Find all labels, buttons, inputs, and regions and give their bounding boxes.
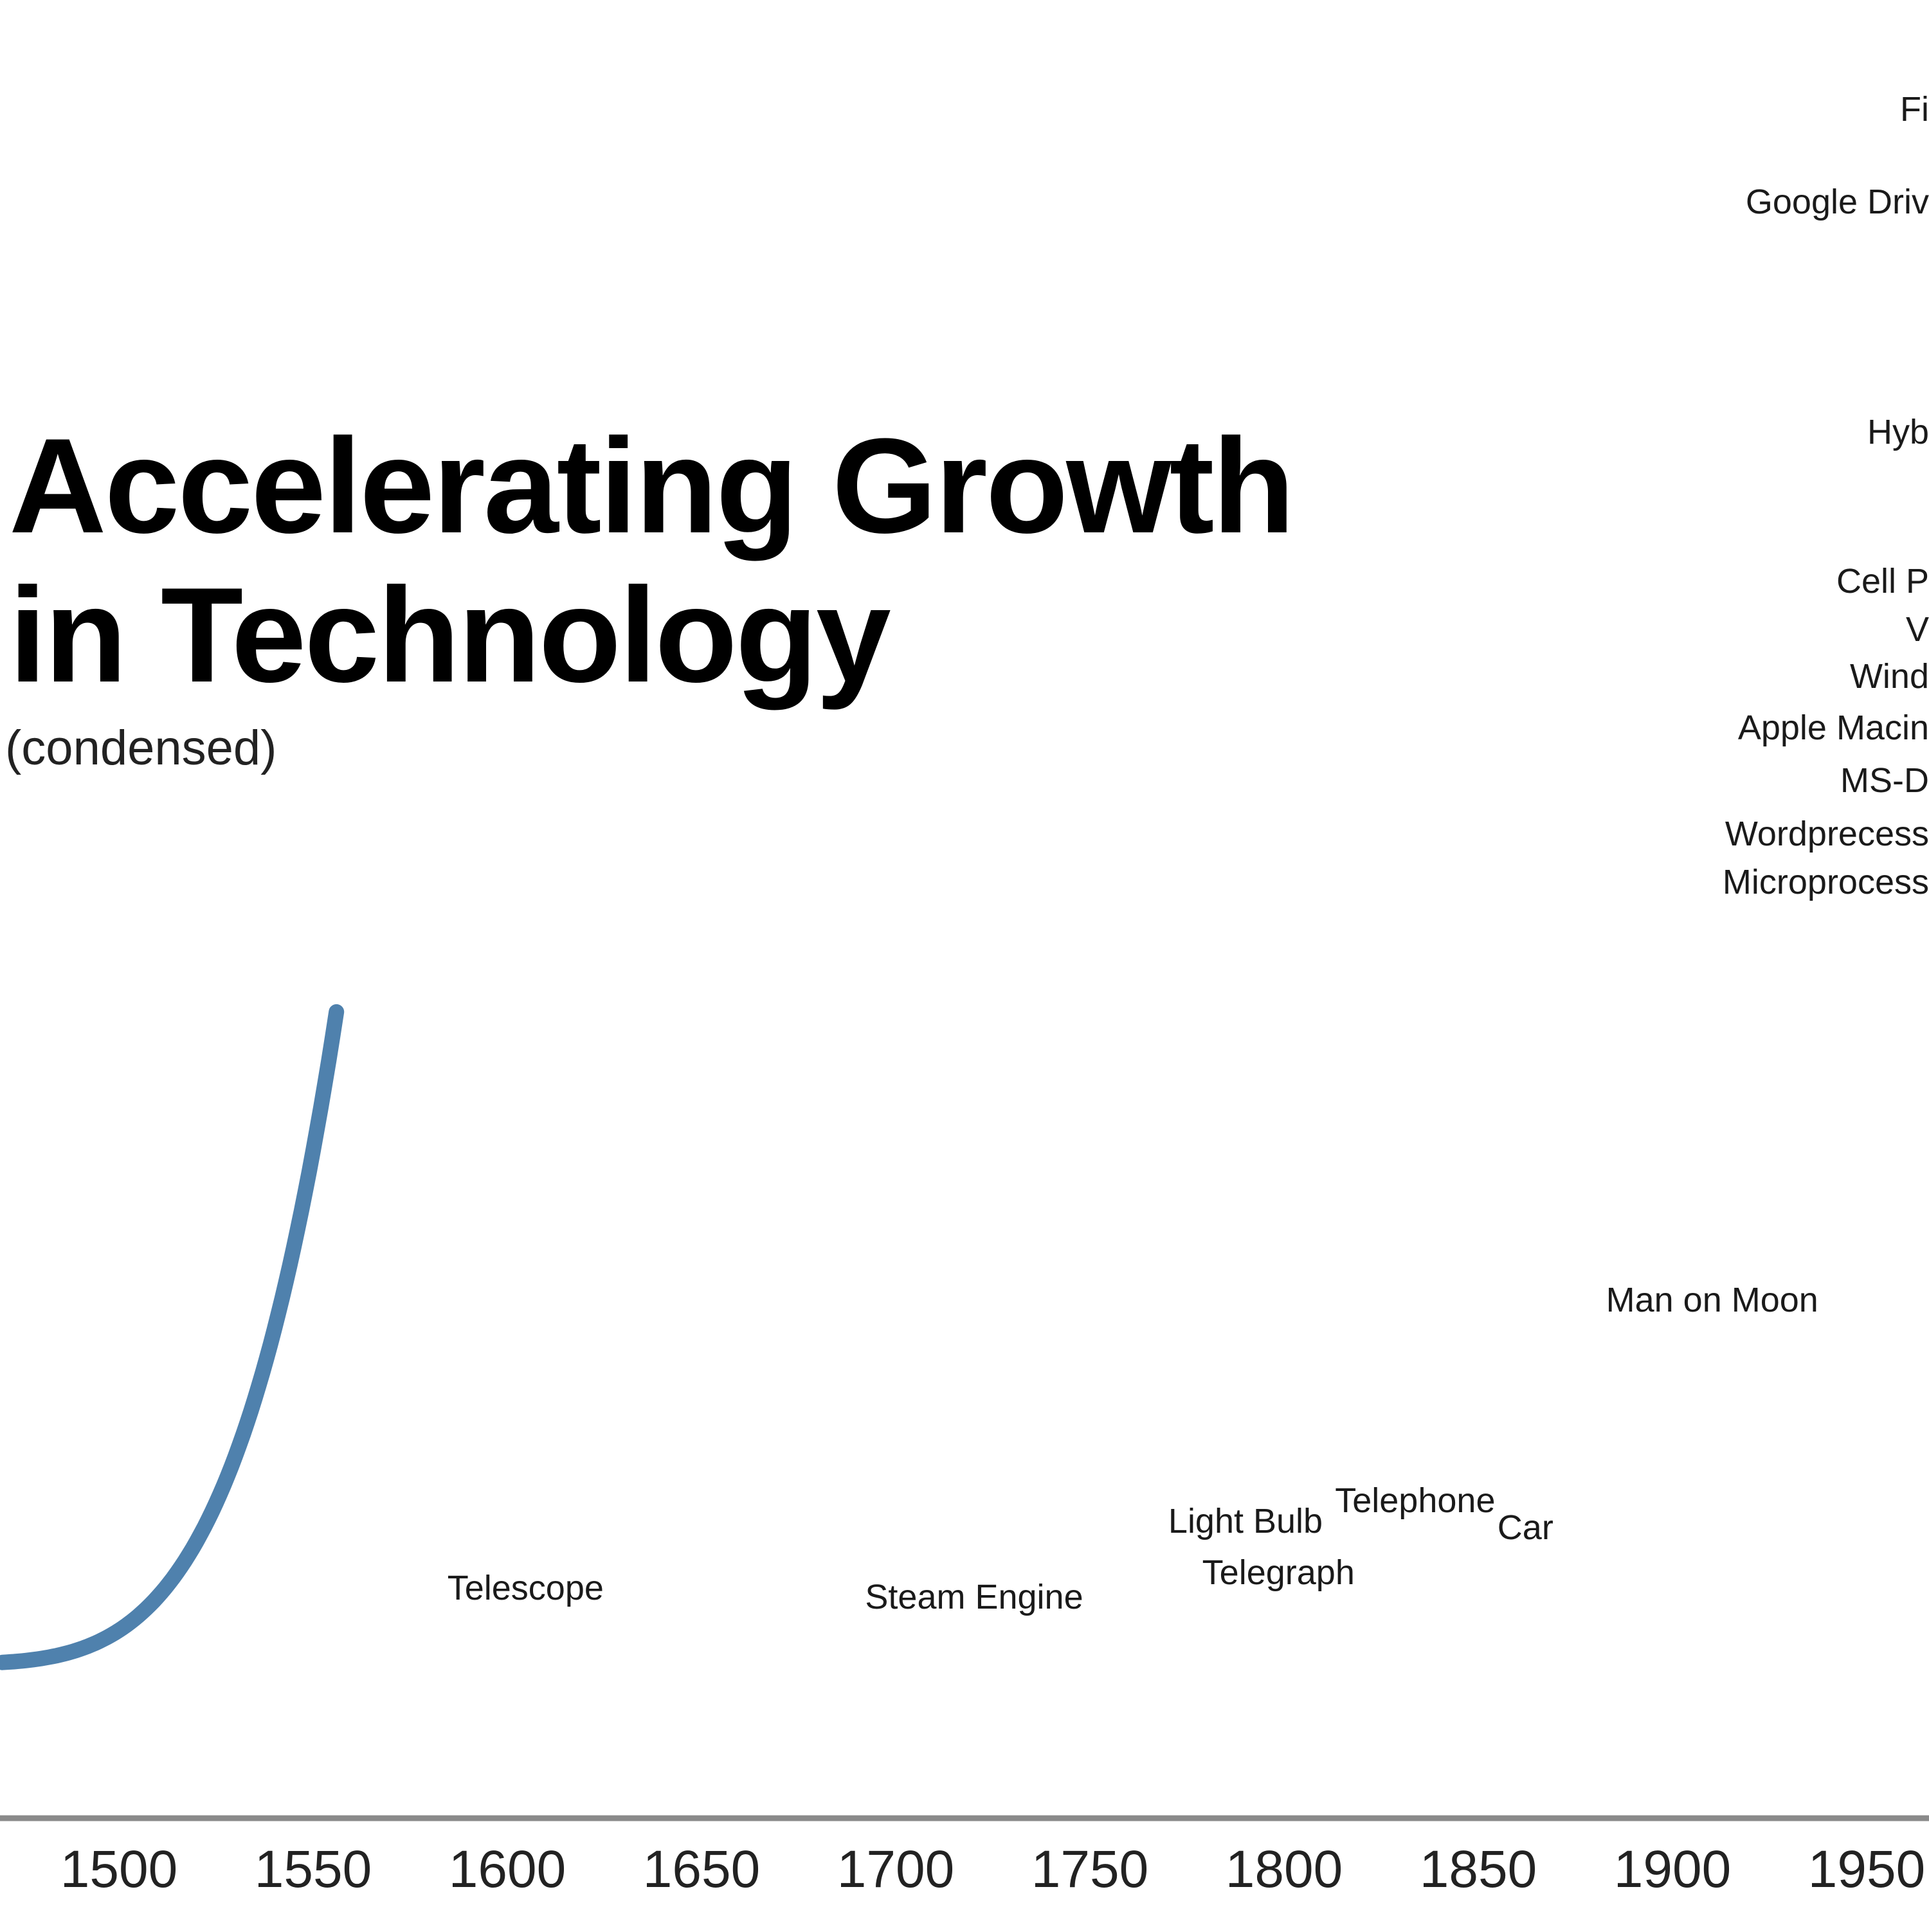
chart-title-line-2: in Technology xyxy=(9,559,891,710)
event-label-apple-macin: Apple Macin xyxy=(1738,709,1929,747)
chart-title-line-1: Accelerating Growth xyxy=(9,410,1295,561)
chart-title: Accelerating Growth in Technology xyxy=(9,410,1295,710)
event-label-wind: Wind xyxy=(1850,657,1929,696)
event-label-telescope: Telescope xyxy=(448,1569,604,1607)
x-tick-label-1600: 1600 xyxy=(449,1840,566,1899)
event-label-telegraph: Telegraph xyxy=(1202,1553,1355,1592)
event-label-ms-d: MS-D xyxy=(1840,761,1929,800)
x-tick-label-1700: 1700 xyxy=(837,1840,954,1899)
x-tick-label-1550: 1550 xyxy=(255,1840,372,1899)
x-tick-label-1900: 1900 xyxy=(1614,1840,1731,1899)
event-label-steam-engine: Steam Engine xyxy=(865,1578,1083,1616)
growth-curve xyxy=(0,1004,345,1670)
event-label-fi: Fi xyxy=(1900,90,1929,129)
event-label-telephone: Telephone xyxy=(1335,1481,1495,1520)
event-label-hyb: Hyb xyxy=(1867,413,1929,451)
chart-subtitle: (condensed) xyxy=(5,721,277,775)
event-label-v: V xyxy=(1906,610,1929,649)
event-label-wordprecess: Wordprecess xyxy=(1725,815,1929,853)
event-label-light-bulb: Light Bulb xyxy=(1168,1502,1323,1540)
event-label-cell-p: Cell P xyxy=(1836,562,1929,600)
event-label-man-on-moon: Man on Moon xyxy=(1606,1281,1818,1319)
x-tick-label-1750: 1750 xyxy=(1031,1840,1148,1899)
x-tick-label-1950: 1950 xyxy=(1808,1840,1925,1899)
event-label-car: Car xyxy=(1498,1508,1553,1547)
event-label-google-driv: Google Driv xyxy=(1746,183,1929,221)
x-tick-label-1800: 1800 xyxy=(1226,1840,1343,1899)
x-tick-label-1500: 1500 xyxy=(60,1840,177,1899)
x-tick-label-1650: 1650 xyxy=(643,1840,760,1899)
x-tick-label-1850: 1850 xyxy=(1420,1840,1537,1899)
event-label-microprocess: Microprocess xyxy=(1723,863,1929,901)
